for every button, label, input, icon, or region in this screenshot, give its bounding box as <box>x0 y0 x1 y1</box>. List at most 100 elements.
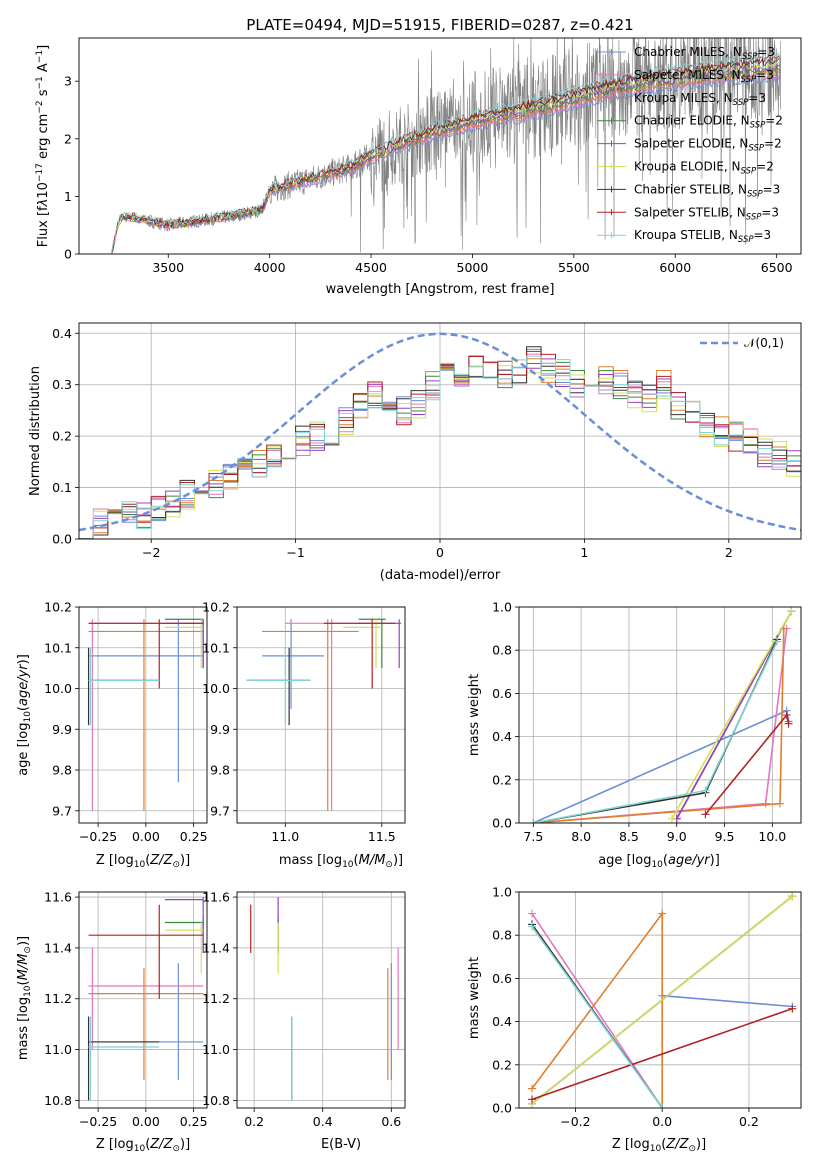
legend-subscript: SSP <box>741 167 757 177</box>
legend-value: =2 <box>756 160 774 174</box>
plot-area <box>79 332 801 539</box>
legend-label: Chabrier ELODIE, NSSP=2 <box>634 114 783 131</box>
y-tick-label: 0.4 <box>492 729 512 744</box>
mass-vs-ebv-xlabel: E(B-V) <box>321 1137 361 1152</box>
residual-histogram-step <box>79 361 801 539</box>
residual-histogram-step <box>79 350 801 539</box>
x-tick-label: 4500 <box>355 260 387 275</box>
legend-label: Chabrier STELIB, NSSP=3 <box>634 182 780 199</box>
y-tick-label: 11.0 <box>202 1042 230 1057</box>
plot-area <box>528 892 797 1108</box>
x-tick-label: 0.25 <box>180 1114 208 1129</box>
plus-marker <box>773 637 782 646</box>
residual-legend: 𝒩(0,1) <box>700 336 784 350</box>
legend-value: =2 <box>764 137 782 151</box>
plus-marker <box>787 607 796 616</box>
plot-frame <box>236 606 406 824</box>
legend-subscript: SSP <box>747 189 763 199</box>
plot-area <box>111 38 781 254</box>
x-tick-label: 2 <box>725 545 733 560</box>
x-tick-label: 0.2 <box>244 1114 264 1129</box>
legend-value: =3 <box>761 205 779 219</box>
y-tick-label: 3 <box>64 74 72 89</box>
x-tick-label: 0.4 <box>313 1114 333 1129</box>
x-tick-label: 3500 <box>152 260 184 275</box>
plot-frame <box>78 322 802 540</box>
y-tick-label: 0.8 <box>492 928 512 943</box>
y-tick-label: 0.2 <box>52 429 72 444</box>
y-tick-label: 0.0 <box>492 816 512 831</box>
legend-value: =3 <box>756 68 774 82</box>
plus-marker <box>528 909 537 918</box>
mass-weight-line <box>533 628 788 823</box>
plot-frame <box>518 606 802 824</box>
x-tick-label: −0.25 <box>79 1114 117 1129</box>
legend-subscript: SSP <box>742 52 758 62</box>
plus-marker <box>701 810 710 819</box>
y-tick-label: 0.0 <box>492 1101 512 1116</box>
legend-subscript: SSP <box>748 144 764 154</box>
plot-area <box>87 897 204 1101</box>
plot-frame <box>236 891 406 1109</box>
mass-weight-line <box>531 926 663 1108</box>
plus-marker <box>528 1095 537 1104</box>
legend-subscript: SSP <box>746 212 762 222</box>
y-tick-label: 0 <box>64 247 72 262</box>
y-tick-label: 0.0 <box>52 532 72 547</box>
weight-vs-z-xlabel: Z [log10(Z/Z⊙)] <box>612 1137 706 1154</box>
x-tick-label: 9.0 <box>667 829 687 844</box>
model-spectrum-line <box>111 72 781 254</box>
mass-vs-z-ylabel: mass [log10(M/M⊙)] <box>16 936 33 1060</box>
legend-label: Salpeter STELIB, NSSP=3 <box>634 205 779 222</box>
spectrum-xlabel: wavelength [Angstrom, rest frame] <box>326 282 555 297</box>
legend-value: =3 <box>757 45 775 59</box>
mass-vs-z-xlabel: Z [log10(Z/Z⊙)] <box>96 1137 190 1154</box>
y-tick-label: 0.3 <box>52 377 72 392</box>
y-tick-label: 10.2 <box>202 600 230 615</box>
plot-frame <box>518 891 802 1109</box>
y-tick-label: 10.2 <box>44 600 72 615</box>
legend-label: Salpeter MILES, NSSP=3 <box>634 68 774 85</box>
y-tick-label: 11.6 <box>44 890 72 905</box>
plus-marker <box>788 892 797 901</box>
y-tick-label: 10.8 <box>202 1093 230 1108</box>
y-tick-label: 0.6 <box>492 971 512 986</box>
y-tick-label: 10.1 <box>44 640 72 655</box>
y-tick-label: 10.0 <box>44 681 72 696</box>
plus-marker <box>667 814 676 823</box>
x-tick-label: 4000 <box>254 260 286 275</box>
mass-weight-line <box>671 610 793 820</box>
weight-vs-age-ylabel: mass weight <box>467 674 482 756</box>
legend-label: Kroupa ELODIE, NSSP=2 <box>634 160 774 177</box>
residual-histogram-step <box>79 346 801 539</box>
residual-ylabel: Normed distribution <box>28 366 43 496</box>
spectrum-legend: Chabrier MILES, NSSP=3 Salpeter MILES, NS… <box>597 45 783 245</box>
x-tick-label: 0.6 <box>381 1114 401 1129</box>
normal-legend-label: 𝒩(0,1) <box>744 336 784 350</box>
legend-label: Chabrier MILES, NSSP=3 <box>634 45 775 62</box>
legend-subscript: SSP <box>741 75 757 85</box>
age-vs-z-xlabel: Z [log10(Z/Z⊙)] <box>96 853 190 870</box>
y-tick-label: 11.0 <box>44 1042 72 1057</box>
residual-histogram-step <box>79 353 801 539</box>
y-tick-label: 0.2 <box>492 1057 512 1072</box>
legend-subscript: SSP <box>733 98 749 108</box>
x-tick-label: 6000 <box>659 260 691 275</box>
x-tick-label: 0.00 <box>132 1114 160 1129</box>
residual-histogram-step <box>79 355 801 539</box>
legend-label: Kroupa STELIB, NSSP=3 <box>634 228 771 245</box>
y-tick-label: 0.6 <box>492 686 512 701</box>
mass-vs-ebv-plot: 0.2 0.4 0.6 10.8 11.0 11.2 11.4 11.6 <box>202 890 406 1129</box>
model-spectrum-line <box>111 66 781 254</box>
plot-frame <box>78 891 208 1109</box>
x-tick-label: 5500 <box>558 260 590 275</box>
plus-marker <box>528 1084 537 1093</box>
legend-value: =3 <box>763 182 781 196</box>
x-tick-label: 0.25 <box>180 829 208 844</box>
y-tick-label: 9.7 <box>210 803 230 818</box>
y-tick-label: 0.1 <box>52 480 72 495</box>
y-tick-label: 0.4 <box>52 326 72 341</box>
y-tick-label: 0.8 <box>492 643 512 658</box>
x-tick-label: 9.5 <box>715 829 735 844</box>
